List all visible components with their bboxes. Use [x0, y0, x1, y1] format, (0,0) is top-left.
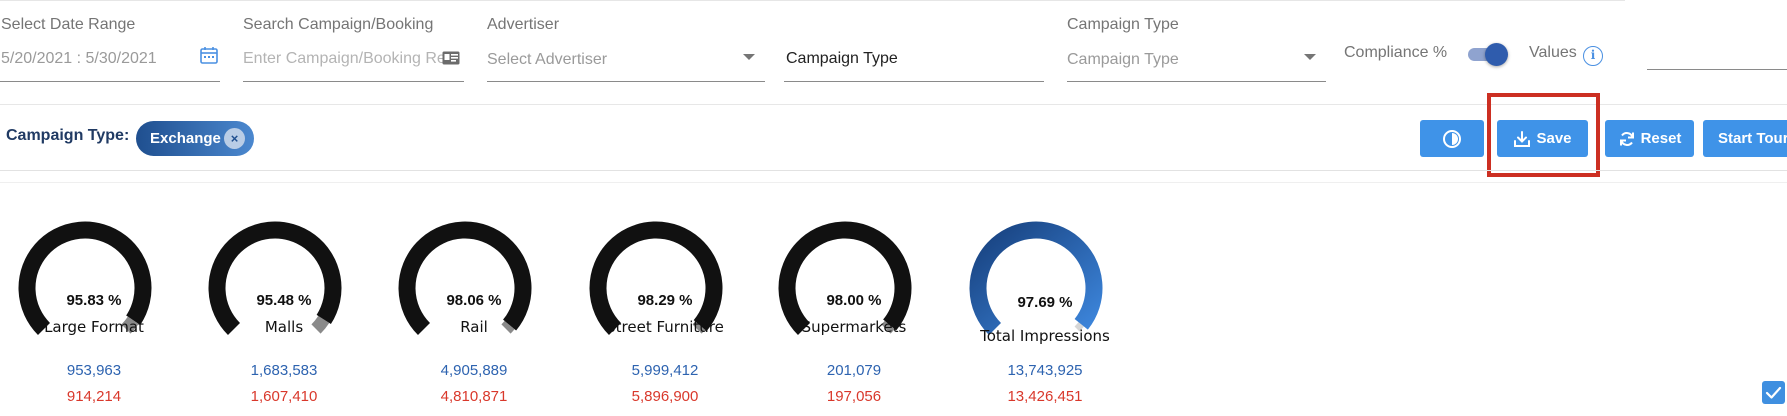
- campaign-type-underline: [1067, 81, 1326, 82]
- check-icon: [1765, 386, 1782, 399]
- gauge-label: Large Format: [44, 318, 144, 336]
- gauge-value-arc: [969, 221, 1103, 336]
- id-card-icon[interactable]: [442, 51, 460, 70]
- gauge-percent: 95.83 %: [66, 292, 122, 309]
- reset-button[interactable]: Reset: [1605, 120, 1694, 157]
- gauge-value-arc: [18, 221, 152, 336]
- start-tour-label: Start Tour: [1718, 130, 1787, 147]
- top-divider: [0, 0, 1625, 1]
- chart-toggle-button[interactable]: [1420, 120, 1484, 157]
- filter-bar: Select Date Range 5/20/2021 : 5/30/2021 …: [0, 0, 1787, 104]
- toggle-knob: [1485, 43, 1508, 66]
- date-range-underline: [0, 81, 220, 82]
- gauge-ring: [969, 221, 1103, 336]
- search-label: Search Campaign/Booking: [243, 16, 434, 33]
- gauge-percent: 98.06 %: [446, 292, 502, 309]
- gauge-percent: 98.29 %: [637, 292, 693, 309]
- campaign-type-input[interactable]: Campaign Type: [786, 50, 898, 67]
- gauge-value-arc: [398, 221, 532, 336]
- gauge-label: Total Impressions: [980, 327, 1110, 345]
- close-icon[interactable]: ×: [224, 128, 245, 149]
- highlight-box: [1487, 93, 1600, 177]
- save-button[interactable]: Save: [1497, 120, 1588, 157]
- gauge-ring: [589, 221, 723, 336]
- gauge-label: Supermarkets: [801, 318, 907, 336]
- gauge-value-compliant: 1,607,410: [250, 388, 318, 405]
- values-underline: [1647, 69, 1787, 70]
- divider: [0, 104, 1787, 105]
- refresh-icon: [1618, 130, 1636, 148]
- gauge-ring: [18, 221, 152, 336]
- advertiser-select[interactable]: Select Advertiser: [487, 51, 608, 68]
- gauge-value-arc: [778, 221, 912, 336]
- download-icon: [1513, 130, 1531, 148]
- chip-label: Exchange: [150, 130, 221, 147]
- gauge-value-compliant: 197,056: [826, 388, 882, 405]
- gauge-value-total: 5,999,412: [631, 362, 699, 379]
- gauge-value-total: 201,079: [826, 362, 882, 379]
- date-range-input[interactable]: 5/20/2021 : 5/30/2021: [1, 50, 157, 67]
- advertiser-label: Advertiser: [487, 16, 560, 33]
- gauge-percent: 97.69 %: [1017, 294, 1073, 311]
- compliance-label: Compliance %: [1344, 44, 1448, 61]
- start-tour-button[interactable]: Start Tour: [1703, 120, 1787, 157]
- campaign-type-select[interactable]: Campaign Type: [1067, 51, 1179, 68]
- gauge-value-compliant: 914,214: [66, 388, 122, 405]
- gauge-remaining-arc: [501, 320, 515, 334]
- info-icon[interactable]: i: [1583, 46, 1603, 66]
- date-range-label: Select Date Range: [1, 16, 136, 33]
- gauge-value-total: 13,743,925: [1007, 362, 1083, 379]
- gauge-value-total: 1,683,583: [250, 362, 318, 379]
- checkbox[interactable]: [1762, 381, 1785, 404]
- search-underline: [243, 81, 464, 82]
- gauge-value-compliant: 5,896,900: [631, 388, 699, 405]
- gauge-label: Street Furniture: [606, 318, 724, 336]
- gauge-ring: [208, 221, 342, 336]
- reset-label: Reset: [1640, 130, 1682, 147]
- gauge-value-total: 953,963: [66, 362, 122, 379]
- search-input[interactable]: Enter Campaign/Booking Re: [243, 50, 443, 67]
- gauge-remaining-arc: [692, 321, 706, 334]
- gauge-rail: 98.06 % Rail 4,905,889 4,810,871: [389, 212, 559, 412]
- exchange-chip[interactable]: Exchange ×: [136, 121, 254, 156]
- gauge-total-impressions: 97.69 % Total Impressions 13,743,925 13,…: [960, 212, 1130, 412]
- gauge-value-compliant: 4,810,871: [440, 388, 508, 405]
- gauge-street-furniture: 98.29 % Street Furniture 5,999,412 5,896…: [580, 212, 750, 412]
- save-label: Save: [1536, 130, 1572, 147]
- pie-chart-icon: [1442, 129, 1462, 149]
- campaign-type-label: Campaign Type: [1067, 16, 1179, 33]
- gauge-label: Rail: [460, 318, 488, 336]
- gauge-value-total: 4,905,889: [440, 362, 508, 379]
- gauge-value-arc: [208, 221, 342, 336]
- calendar-icon[interactable]: [200, 46, 218, 69]
- chevron-down-icon[interactable]: [743, 54, 755, 60]
- gauge-remaining-arc: [311, 315, 330, 334]
- gauge-remaining-arc: [121, 316, 139, 334]
- gauge-remaining-arc: [881, 320, 895, 334]
- gauge-ring: [398, 221, 532, 336]
- gauge-percent: 98.00 %: [826, 292, 882, 309]
- values-label: Values: [1529, 44, 1577, 61]
- gauge-value-compliant: 13,426,451: [1007, 388, 1083, 405]
- chevron-down-icon[interactable]: [1304, 54, 1316, 60]
- divider: [0, 182, 1787, 183]
- gauge-value-arc: [589, 221, 723, 336]
- campaign-type-filter-label: Campaign Type:: [6, 127, 130, 144]
- divider: [0, 170, 1787, 171]
- gauge-ring: [778, 221, 912, 336]
- gauge-malls: 95.48 % Malls 1,683,583 1,607,410: [199, 212, 369, 412]
- advertiser-underline: [487, 81, 765, 82]
- campaign-type-input-underline: [784, 81, 1044, 82]
- gauge-remaining-arc: [1074, 322, 1084, 332]
- gauge-large-format: 95.83 % Large Format 953,963 914,214: [9, 212, 179, 412]
- compliance-toggle[interactable]: [1468, 42, 1510, 66]
- gauge-percent: 95.48 %: [256, 292, 312, 309]
- gauge-supermarkets: 98.00 % Supermarkets 201,079 197,056: [769, 212, 939, 412]
- gauge-label: Malls: [264, 318, 304, 336]
